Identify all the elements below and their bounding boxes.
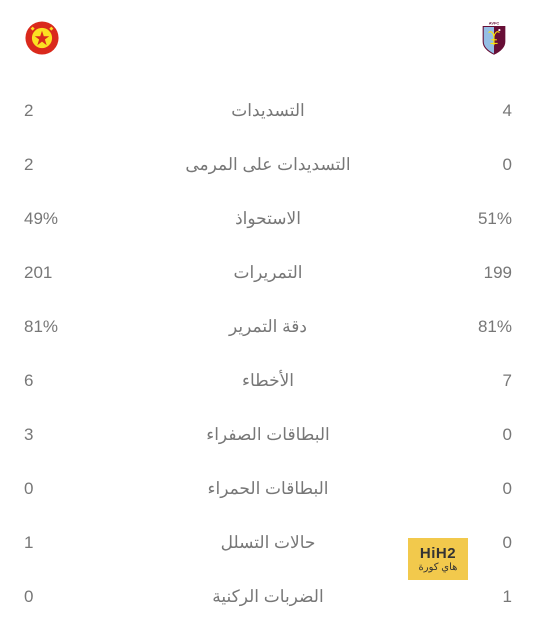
stat-row: 2 التسديدات 4 <box>24 84 512 138</box>
stat-row: 49% الاستحواذ 51% <box>24 192 512 246</box>
watermark-top-text: HiH2 <box>420 545 456 562</box>
stat-label: البطاقات الحمراء <box>104 479 432 499</box>
svg-text:AVFC: AVFC <box>489 20 500 25</box>
stat-home-value: 6 <box>24 371 104 391</box>
stat-row: 81% دقة التمرير 81% <box>24 300 512 354</box>
home-team-crest <box>24 20 60 56</box>
stat-away-value: 51% <box>432 209 512 229</box>
stat-label: حالات التسلل <box>104 533 432 553</box>
stat-row: 6 الأخطاء 7 <box>24 354 512 408</box>
away-team-crest: AVFC <box>476 20 512 56</box>
stat-away-value: 1 <box>432 587 512 607</box>
stat-label: التسديدات على المرمى <box>104 155 432 175</box>
stat-row: 2 التسديدات على المرمى 0 <box>24 138 512 192</box>
stat-home-value: 0 <box>24 587 104 607</box>
stat-home-value: 201 <box>24 263 104 283</box>
watermark-badge: HiH2 هاي كورة <box>408 538 468 580</box>
stat-label: الاستحواذ <box>104 209 432 229</box>
stat-label: دقة التمرير <box>104 317 432 337</box>
stat-away-value: 7 <box>432 371 512 391</box>
stat-home-value: 1 <box>24 533 104 553</box>
stat-away-value: 0 <box>432 425 512 445</box>
stat-away-value: 199 <box>432 263 512 283</box>
stat-label: التمريرات <box>104 263 432 283</box>
stat-row: 0 البطاقات الحمراء 0 <box>24 462 512 516</box>
stat-home-value: 81% <box>24 317 104 337</box>
stat-home-value: 2 <box>24 101 104 121</box>
stat-away-value: 4 <box>432 101 512 121</box>
stat-label: البطاقات الصفراء <box>104 425 432 445</box>
stat-label: التسديدات <box>104 101 432 121</box>
stat-home-value: 2 <box>24 155 104 175</box>
stat-home-value: 49% <box>24 209 104 229</box>
stat-away-value: 0 <box>432 479 512 499</box>
stat-row: 3 البطاقات الصفراء 0 <box>24 408 512 462</box>
teams-header: AVFC <box>24 20 512 56</box>
stat-label: الأخطاء <box>104 371 432 391</box>
stat-row: 201 التمريرات 199 <box>24 246 512 300</box>
stat-label: الضربات الركنية <box>104 587 432 607</box>
stat-away-value: 81% <box>432 317 512 337</box>
watermark-bottom-text: هاي كورة <box>419 562 458 573</box>
stat-home-value: 3 <box>24 425 104 445</box>
stat-away-value: 0 <box>432 155 512 175</box>
stat-home-value: 0 <box>24 479 104 499</box>
